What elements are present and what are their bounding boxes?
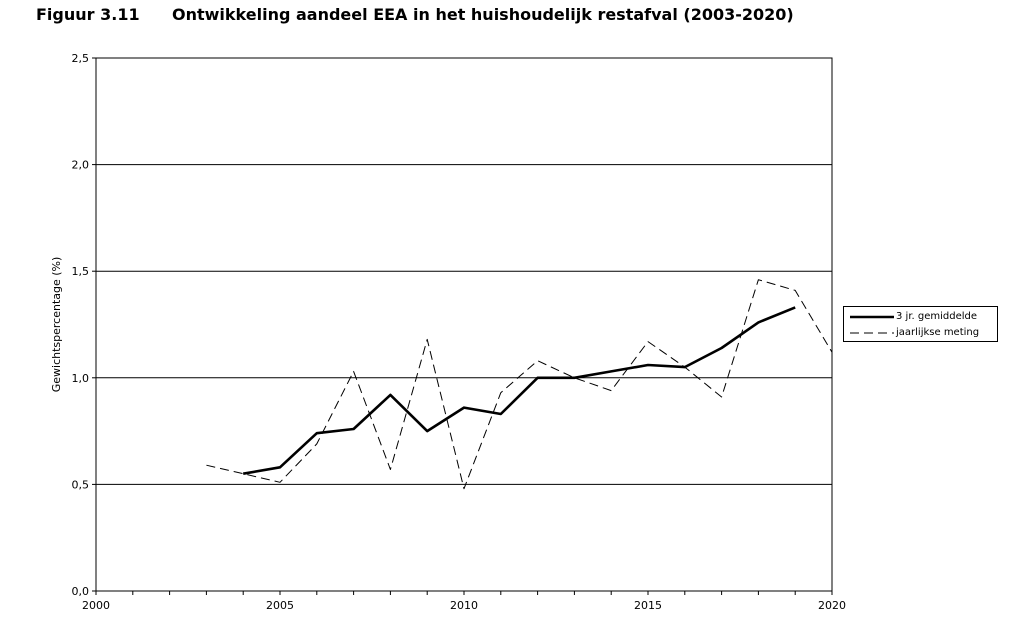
legend: 3 jr. gemiddelde jaarlijkse meting <box>843 306 998 342</box>
y-tick-label: 1,5 <box>72 265 90 278</box>
legend-item-3jr-gemiddelde: 3 jr. gemiddelde <box>844 309 997 324</box>
series-line-dashed <box>206 279 833 490</box>
x-tick-label: 2010 <box>450 599 478 612</box>
plot-area <box>95 57 833 592</box>
y-tick-label: 0,0 <box>72 585 90 598</box>
y-tick-label: 2,0 <box>72 159 90 172</box>
x-tick-label: 2015 <box>634 599 662 612</box>
x-tick-label: 2005 <box>266 599 294 612</box>
legend-item-jaarlijkse-meting: jaarlijkse meting <box>844 325 997 340</box>
series-lines <box>206 279 833 490</box>
y-tick-label: 2,5 <box>72 52 90 65</box>
series-line-solid <box>242 306 796 475</box>
legend-swatch-dashed <box>850 332 894 333</box>
grid-lines <box>96 57 832 592</box>
legend-swatch-solid <box>850 315 894 318</box>
figure-title: Figuur 3.11 Ontwikkeling aandeel EEA in h… <box>36 5 794 24</box>
y-tick-label: 0,5 <box>72 478 90 491</box>
x-tick-label: 2020 <box>818 599 846 612</box>
y-axis-label: Gewichtspercentage (%) <box>50 257 63 393</box>
x-tick-label: 2000 <box>82 599 110 612</box>
legend-label: jaarlijkse meting <box>896 327 980 338</box>
figure-number: Figuur 3.11 <box>36 5 140 24</box>
y-tick-label: 1,0 <box>72 372 90 385</box>
legend-label: 3 jr. gemiddelde <box>896 311 978 322</box>
figure-title-text: Ontwikkeling aandeel EEA in het huishoud… <box>172 5 794 24</box>
y-axis: 0,0 0,5 1,0 1,5 2,0 2,5 <box>72 52 96 598</box>
x-axis: 2000 2005 2010 2015 2020 <box>82 591 846 612</box>
